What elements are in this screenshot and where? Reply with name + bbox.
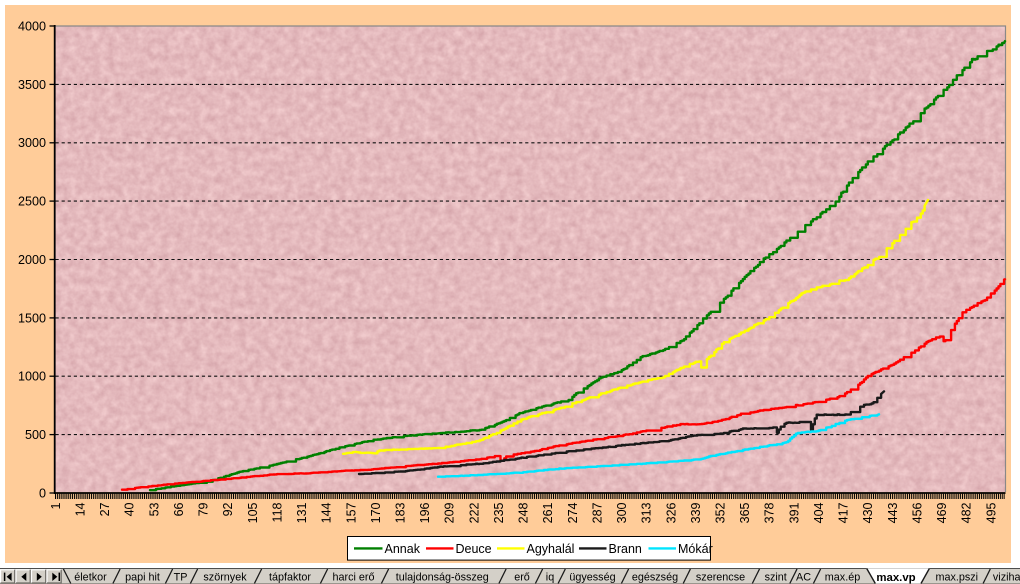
svg-text:ügyesség: ügyesség bbox=[569, 572, 615, 584]
svg-text:339: 339 bbox=[689, 502, 703, 523]
svg-text:1500: 1500 bbox=[18, 311, 46, 325]
svg-text:196: 196 bbox=[418, 502, 432, 523]
svg-text:vizihar: vizihar bbox=[993, 572, 1020, 584]
svg-text:287: 287 bbox=[590, 502, 604, 523]
svg-text:2500: 2500 bbox=[18, 195, 46, 209]
svg-text:500: 500 bbox=[25, 428, 46, 442]
svg-text:144: 144 bbox=[320, 502, 334, 523]
svg-text:183: 183 bbox=[394, 502, 408, 523]
svg-text:378: 378 bbox=[763, 502, 777, 523]
svg-text:456: 456 bbox=[910, 502, 924, 523]
svg-text:482: 482 bbox=[960, 502, 974, 523]
svg-text:495: 495 bbox=[984, 502, 998, 523]
svg-text:0: 0 bbox=[39, 486, 46, 500]
svg-text:66: 66 bbox=[172, 502, 186, 516]
svg-text:14: 14 bbox=[74, 502, 88, 516]
svg-text:27: 27 bbox=[98, 502, 112, 516]
svg-text:max.pszi: max.pszi bbox=[935, 572, 978, 584]
svg-text:AC: AC bbox=[796, 572, 811, 584]
svg-text:Mókár: Mókár bbox=[678, 542, 713, 556]
svg-text:131: 131 bbox=[295, 502, 309, 523]
svg-text:Brann: Brann bbox=[609, 542, 642, 556]
svg-text:79: 79 bbox=[197, 502, 211, 516]
svg-text:szerencse: szerencse bbox=[696, 572, 745, 584]
svg-text:469: 469 bbox=[935, 502, 949, 523]
svg-text:391: 391 bbox=[787, 502, 801, 523]
svg-text:max.vp: max.vp bbox=[876, 572, 915, 584]
svg-text:erő: erő bbox=[514, 572, 530, 584]
svg-text:300: 300 bbox=[615, 502, 629, 523]
svg-text:Agyhalál: Agyhalál bbox=[527, 542, 575, 556]
svg-text:Annak: Annak bbox=[385, 542, 421, 556]
svg-text:4000: 4000 bbox=[18, 19, 46, 33]
svg-text:tulajdonság-összeg: tulajdonság-összeg bbox=[396, 572, 489, 584]
svg-text:3500: 3500 bbox=[18, 78, 46, 92]
svg-text:max.ép: max.ép bbox=[825, 572, 860, 584]
svg-text:352: 352 bbox=[714, 502, 728, 523]
svg-text:egészség: egészség bbox=[632, 572, 678, 584]
svg-text:40: 40 bbox=[123, 502, 137, 516]
svg-text:életkor: életkor bbox=[74, 572, 107, 584]
svg-text:szint: szint bbox=[765, 572, 787, 584]
svg-text:szörnyek: szörnyek bbox=[203, 572, 247, 584]
svg-text:2000: 2000 bbox=[18, 253, 46, 267]
svg-text:1: 1 bbox=[49, 502, 63, 509]
svg-text:53: 53 bbox=[147, 502, 161, 516]
svg-text:326: 326 bbox=[664, 502, 678, 523]
svg-text:248: 248 bbox=[517, 502, 531, 523]
svg-text:118: 118 bbox=[270, 502, 284, 522]
svg-text:157: 157 bbox=[344, 502, 358, 523]
svg-text:harci erő: harci erő bbox=[332, 572, 374, 584]
svg-text:443: 443 bbox=[886, 502, 900, 523]
svg-text:313: 313 bbox=[640, 502, 654, 523]
svg-text:3000: 3000 bbox=[18, 136, 46, 150]
svg-text:274: 274 bbox=[566, 502, 580, 523]
svg-text:209: 209 bbox=[443, 502, 457, 523]
svg-text:92: 92 bbox=[221, 502, 235, 516]
svg-text:222: 222 bbox=[467, 502, 481, 523]
svg-text:170: 170 bbox=[369, 502, 383, 523]
svg-text:tápfaktor: tápfaktor bbox=[269, 572, 311, 584]
svg-text:365: 365 bbox=[738, 502, 752, 523]
svg-text:261: 261 bbox=[541, 502, 555, 523]
svg-text:TP: TP bbox=[174, 572, 188, 584]
svg-text:iq: iq bbox=[546, 572, 554, 584]
svg-text:235: 235 bbox=[492, 502, 506, 523]
svg-text:1000: 1000 bbox=[18, 370, 46, 384]
svg-text:404: 404 bbox=[812, 502, 826, 523]
svg-text:Deuce: Deuce bbox=[456, 542, 492, 556]
svg-text:430: 430 bbox=[861, 502, 875, 523]
svg-text:417: 417 bbox=[837, 502, 851, 523]
svg-text:papi hit: papi hit bbox=[125, 572, 160, 584]
svg-text:105: 105 bbox=[246, 502, 260, 523]
